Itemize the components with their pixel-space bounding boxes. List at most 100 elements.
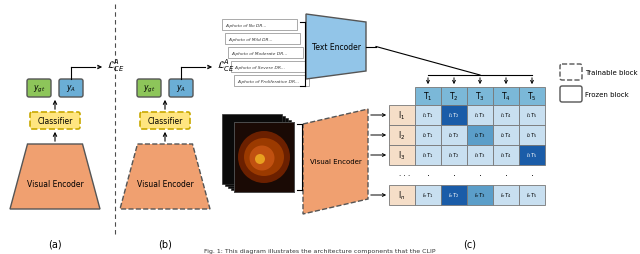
Bar bbox=[415, 125, 441, 146]
Bar bbox=[228, 48, 303, 59]
Bar bbox=[519, 88, 545, 106]
Bar bbox=[234, 122, 294, 192]
Text: $y_{gt}$: $y_{gt}$ bbox=[143, 83, 155, 94]
Bar bbox=[493, 106, 519, 125]
Text: Trainable block: Trainable block bbox=[585, 70, 637, 76]
Bar bbox=[441, 185, 467, 205]
Bar bbox=[228, 119, 288, 188]
Text: $I_{n}T_{5}$: $I_{n}T_{5}$ bbox=[526, 191, 538, 200]
Text: Classifier: Classifier bbox=[147, 117, 182, 125]
Text: $I_{1}T_{1}$: $I_{1}T_{1}$ bbox=[422, 111, 434, 120]
Bar bbox=[222, 20, 297, 31]
Bar bbox=[441, 88, 467, 106]
FancyBboxPatch shape bbox=[140, 113, 190, 130]
Bar bbox=[415, 146, 441, 165]
Text: $I_{2}T_{2}$: $I_{2}T_{2}$ bbox=[449, 131, 460, 140]
Text: A photo of No DR...: A photo of No DR... bbox=[225, 24, 266, 28]
Text: Classifier: Classifier bbox=[37, 117, 73, 125]
Bar bbox=[467, 125, 493, 146]
Polygon shape bbox=[120, 145, 210, 209]
Text: $I_{3}T_{4}$: $I_{3}T_{4}$ bbox=[500, 151, 512, 160]
Text: $I_{2}T_{1}$: $I_{2}T_{1}$ bbox=[422, 131, 434, 140]
FancyBboxPatch shape bbox=[59, 80, 83, 98]
FancyBboxPatch shape bbox=[169, 80, 193, 98]
Text: A photo of Moderate DR...: A photo of Moderate DR... bbox=[231, 52, 287, 56]
Bar bbox=[467, 185, 493, 205]
Text: $I_{1}T_{3}$: $I_{1}T_{3}$ bbox=[474, 111, 486, 120]
Text: $I_{1}T_{4}$: $I_{1}T_{4}$ bbox=[500, 111, 512, 120]
Text: Fig. 1: This diagram illustrates the architecture components that the CLIP: Fig. 1: This diagram illustrates the arc… bbox=[204, 248, 436, 253]
Bar bbox=[467, 106, 493, 125]
Text: ·: · bbox=[531, 170, 534, 180]
FancyBboxPatch shape bbox=[30, 113, 80, 130]
Bar bbox=[389, 185, 415, 205]
Text: A photo of Proliferative DR...: A photo of Proliferative DR... bbox=[237, 80, 299, 84]
Text: A photo of Severe DR...: A photo of Severe DR... bbox=[234, 66, 285, 70]
Text: $y_A$: $y_A$ bbox=[66, 83, 76, 94]
Polygon shape bbox=[303, 109, 368, 214]
Bar bbox=[519, 185, 545, 205]
Text: Visual Encoder: Visual Encoder bbox=[27, 180, 83, 189]
Text: T$_1$: T$_1$ bbox=[423, 90, 433, 103]
Text: Visual Encoder: Visual Encoder bbox=[136, 180, 193, 189]
Bar bbox=[234, 122, 294, 192]
Text: (c): (c) bbox=[463, 239, 477, 249]
Text: $I_{2}T_{5}$: $I_{2}T_{5}$ bbox=[526, 131, 538, 140]
Text: ·: · bbox=[479, 170, 481, 180]
Bar bbox=[389, 146, 415, 165]
Bar bbox=[467, 88, 493, 106]
Text: T$_5$: T$_5$ bbox=[527, 90, 537, 103]
Text: T$_2$: T$_2$ bbox=[449, 90, 459, 103]
Bar bbox=[231, 62, 306, 73]
Bar bbox=[467, 146, 493, 165]
Text: ·: · bbox=[504, 170, 508, 180]
Bar bbox=[234, 76, 309, 87]
Bar bbox=[519, 146, 545, 165]
Bar bbox=[389, 106, 415, 125]
Text: $I_{n}T_{3}$: $I_{n}T_{3}$ bbox=[474, 191, 486, 200]
Polygon shape bbox=[10, 145, 100, 209]
Bar bbox=[441, 106, 467, 125]
Bar bbox=[493, 125, 519, 146]
Text: $I_{2}T_{4}$: $I_{2}T_{4}$ bbox=[500, 131, 512, 140]
Text: $I_{1}T_{5}$: $I_{1}T_{5}$ bbox=[526, 111, 538, 120]
Bar bbox=[493, 185, 519, 205]
Text: $I_{3}T_{2}$: $I_{3}T_{2}$ bbox=[449, 151, 460, 160]
Text: $y_A$: $y_A$ bbox=[176, 83, 186, 94]
Text: Frozen block: Frozen block bbox=[585, 92, 628, 98]
Text: $I_{3}T_{5}$: $I_{3}T_{5}$ bbox=[526, 151, 538, 160]
FancyBboxPatch shape bbox=[560, 65, 582, 81]
Bar bbox=[493, 146, 519, 165]
Text: A photo of Mild DR...: A photo of Mild DR... bbox=[228, 38, 273, 42]
Ellipse shape bbox=[255, 154, 265, 164]
Text: I$_2$: I$_2$ bbox=[398, 129, 406, 142]
Text: I$_n$: I$_n$ bbox=[398, 189, 406, 201]
Text: Visual Encoder: Visual Encoder bbox=[310, 158, 362, 164]
Polygon shape bbox=[306, 15, 366, 80]
FancyBboxPatch shape bbox=[27, 80, 51, 98]
Ellipse shape bbox=[250, 146, 275, 171]
FancyBboxPatch shape bbox=[560, 87, 582, 103]
Text: I$_1$: I$_1$ bbox=[398, 109, 406, 122]
Text: $I_{2}T_{3}$: $I_{2}T_{3}$ bbox=[474, 131, 486, 140]
Text: $I_{n}T_{1}$: $I_{n}T_{1}$ bbox=[422, 191, 434, 200]
Bar bbox=[222, 115, 282, 184]
Text: T$_3$: T$_3$ bbox=[475, 90, 485, 103]
Text: $y_{gt}$: $y_{gt}$ bbox=[33, 83, 45, 94]
Bar bbox=[415, 106, 441, 125]
Bar bbox=[225, 34, 300, 45]
Bar bbox=[415, 185, 441, 205]
Text: (a): (a) bbox=[48, 239, 62, 249]
Bar bbox=[493, 88, 519, 106]
Bar bbox=[389, 125, 415, 146]
Bar bbox=[415, 88, 441, 106]
Text: $I_{n}T_{4}$: $I_{n}T_{4}$ bbox=[500, 191, 511, 200]
Bar bbox=[231, 121, 291, 190]
Text: $\mathcal{L}_{CE}^{A}$: $\mathcal{L}_{CE}^{A}$ bbox=[217, 57, 235, 74]
Text: $I_{3}T_{3}$: $I_{3}T_{3}$ bbox=[474, 151, 486, 160]
Text: · · ·: · · · bbox=[399, 172, 411, 178]
Text: $\mathcal{L}_{CE}^{A}$: $\mathcal{L}_{CE}^{A}$ bbox=[107, 57, 125, 74]
Text: $I_{1}T_{2}$: $I_{1}T_{2}$ bbox=[449, 111, 460, 120]
Text: $I_{n}T_{2}$: $I_{n}T_{2}$ bbox=[449, 191, 460, 200]
Bar bbox=[234, 122, 294, 192]
